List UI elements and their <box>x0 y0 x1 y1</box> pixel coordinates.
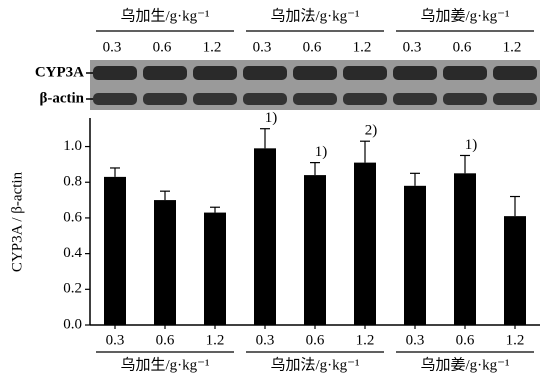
blot-band <box>243 93 287 105</box>
group-label: 乌加生/g·kg⁻¹ <box>120 356 209 373</box>
blot-band <box>193 93 237 105</box>
blot-band <box>243 66 287 80</box>
y-tick-label: 0.0 <box>63 316 82 332</box>
top-concentration-label: 0.6 <box>453 39 472 55</box>
annotation: 1) <box>315 144 328 160</box>
x-tick-label: 1.2 <box>506 332 525 348</box>
bar <box>354 163 376 325</box>
top-concentration-label: 1.2 <box>503 39 522 55</box>
top-concentration-label: 0.3 <box>253 39 272 55</box>
y-axis-label: CYP3A / β-actin <box>9 171 25 272</box>
blot-band <box>193 66 237 80</box>
x-tick-label: 1.2 <box>206 332 225 348</box>
x-tick-label: 0.3 <box>106 332 125 348</box>
blot-band <box>143 93 187 105</box>
bar <box>154 200 176 325</box>
y-tick-label: 0.6 <box>63 209 82 225</box>
annotation: 2) <box>365 123 378 139</box>
annotation: 1) <box>265 110 278 126</box>
blot-band <box>493 93 537 105</box>
top-concentration-label: 1.2 <box>203 39 222 55</box>
blot-label: β-actin <box>39 90 84 106</box>
bar <box>254 148 276 325</box>
chart: CYP3A β-actin CYP3A / β-actin 0.0 0.2 0.4 0… <box>0 0 543 381</box>
x-tick-label: 0.3 <box>406 332 425 348</box>
blot-band <box>393 93 437 105</box>
blot-band <box>143 66 187 80</box>
top-concentration-label: 1.2 <box>353 39 372 55</box>
top-concentration-label: 0.6 <box>153 39 172 55</box>
top-concentration-label: 0.3 <box>103 39 122 55</box>
x-tick-label: 0.3 <box>256 332 275 348</box>
blot-band <box>493 66 537 80</box>
bar <box>454 173 476 325</box>
top-group-label: 乌加姜/g·kg⁻¹ <box>420 7 509 24</box>
top-group-label: 乌加生/g·kg⁻¹ <box>120 7 209 24</box>
blot-label: CYP3A <box>35 64 84 80</box>
top-concentration-label: 0.6 <box>303 39 322 55</box>
x-tick-label: 1.2 <box>356 332 375 348</box>
x-tick-label: 0.6 <box>306 332 325 348</box>
bar <box>304 175 326 325</box>
blot-band <box>343 93 387 105</box>
blot-band <box>293 93 337 105</box>
bar <box>104 177 126 325</box>
blot-band <box>293 66 337 80</box>
blot-band <box>93 66 137 80</box>
bar <box>504 216 526 325</box>
bar <box>204 213 226 325</box>
y-tick-label: 0.4 <box>63 245 82 261</box>
blot-band <box>343 66 387 80</box>
x-tick-label: 0.6 <box>456 332 475 348</box>
y-tick-label: 0.2 <box>63 281 82 297</box>
blot-band <box>93 93 137 105</box>
top-concentration-label: 0.3 <box>403 39 422 55</box>
annotation: 1) <box>465 137 478 153</box>
y-tick-label: 0.8 <box>63 174 82 190</box>
group-label: 乌加姜/g·kg⁻¹ <box>420 356 509 373</box>
top-group-label: 乌加法/g·kg⁻¹ <box>270 7 359 24</box>
y-tick-label: 1.0 <box>63 138 82 154</box>
blot-band <box>393 66 437 80</box>
group-label: 乌加法/g·kg⁻¹ <box>270 356 359 373</box>
x-tick-label: 0.6 <box>156 332 175 348</box>
bar <box>404 186 426 325</box>
blot-band <box>443 66 487 80</box>
blot-band <box>443 93 487 105</box>
